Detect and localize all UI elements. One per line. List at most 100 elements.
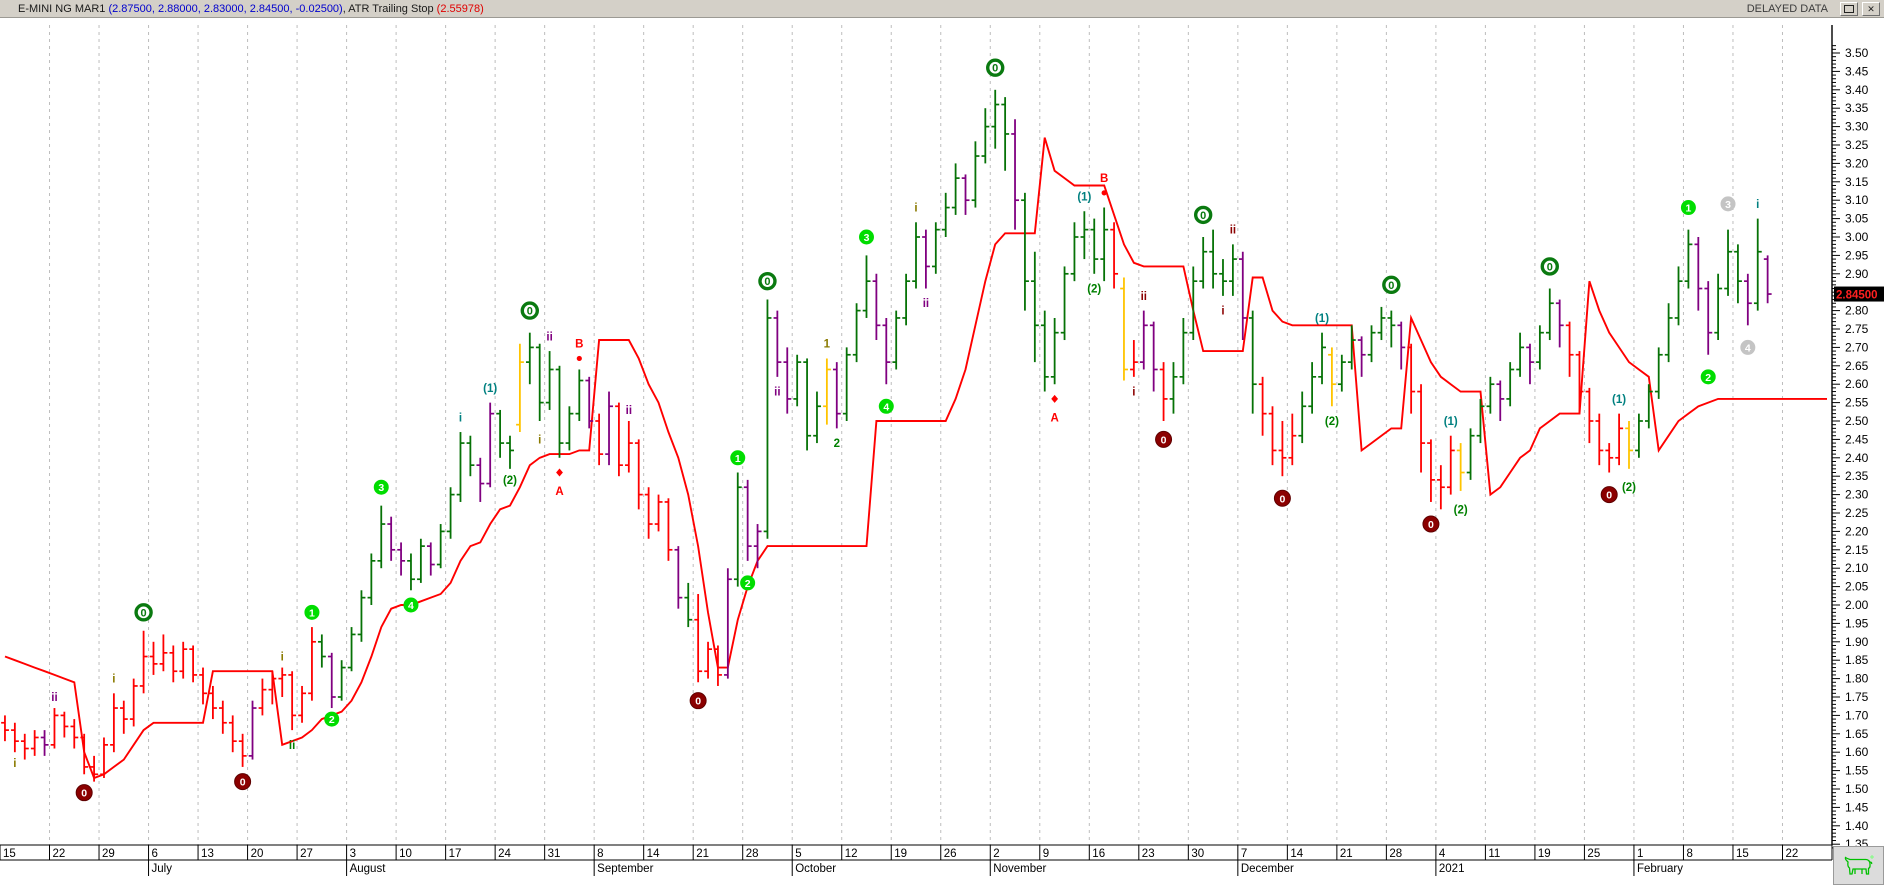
ohlc-bar xyxy=(773,310,782,377)
wave-circle-disc xyxy=(373,479,389,495)
price-label: 1.75 xyxy=(1845,690,1869,704)
ohlc-bar xyxy=(298,685,307,723)
week-label: 9 xyxy=(1043,848,1049,860)
wave-text-label: ii xyxy=(289,740,295,752)
wave-circle-text: 0 xyxy=(1547,261,1553,273)
wave-circle-text: 4 xyxy=(1745,342,1751,354)
ohlc-bar xyxy=(1347,325,1356,370)
wave-circle-green: 4 xyxy=(403,597,419,613)
ohlc-bar xyxy=(506,435,514,469)
ohlc-bar xyxy=(1704,281,1713,355)
ohlc-bar xyxy=(1258,376,1267,436)
chart-plot-area[interactable]: 15 22 29 6 13 20 27 3 10 17 24 31 8 14 21 28 5 12 19 26 2 9 16… xyxy=(0,18,1884,885)
wave-text-label: A xyxy=(1050,412,1058,424)
price-label: 2.40 xyxy=(1845,451,1869,465)
window-titlebar[interactable]: E-MINI NG MAR1 (2.87500, 2.88000, 2.8300… xyxy=(0,0,1884,18)
wave-circle-darkgreen: 0 xyxy=(134,603,153,622)
wave-circle-text: 0 xyxy=(1279,493,1285,505)
wave-circle-text: 2 xyxy=(329,714,335,726)
wave-circle-green: 2 xyxy=(324,711,340,727)
wave-circle-disc xyxy=(730,450,746,466)
close-button[interactable]: ✕ xyxy=(1862,1,1880,16)
ohlc-bar xyxy=(912,222,920,289)
ohlc-bar xyxy=(90,755,99,782)
current-price-badge: 2.84500 xyxy=(1834,286,1884,302)
wave-circle-text: 4 xyxy=(408,600,414,612)
ohlc-bar xyxy=(228,715,237,753)
ohlc-bar xyxy=(971,141,980,208)
ohlc-bar xyxy=(516,343,524,433)
price-label: 1.40 xyxy=(1845,819,1869,833)
ohlc-bar xyxy=(357,590,366,642)
ohlc-bar xyxy=(1040,310,1049,392)
dot-marker xyxy=(1101,190,1107,196)
ohlc-bar xyxy=(763,299,772,539)
restore-icon xyxy=(1844,4,1854,13)
price-label: 1.45 xyxy=(1845,800,1869,814)
week-label: 6 xyxy=(152,848,158,860)
ohlc-bar xyxy=(1357,336,1366,377)
wave-circle-text: 2 xyxy=(745,578,751,590)
ohlc-bar xyxy=(1635,413,1643,458)
ohlc-bar xyxy=(1714,273,1723,341)
wave-circle-darkgreen: 0 xyxy=(1193,205,1213,225)
ohlc-bar xyxy=(139,630,148,694)
wave-text-label: i xyxy=(281,652,284,664)
ohlc-bar xyxy=(446,487,455,539)
ohlc-bar xyxy=(1229,244,1237,296)
wave-text-label: ii xyxy=(923,298,929,310)
week-label: 31 xyxy=(548,848,561,860)
week-label: 28 xyxy=(746,848,759,860)
ohlc-bar xyxy=(892,310,901,370)
ohlc-bar xyxy=(525,332,534,385)
ohlc-bar xyxy=(704,641,713,679)
wave-circle-ring xyxy=(520,301,539,320)
ohlc-bar xyxy=(1456,443,1465,491)
ohlc-bar xyxy=(1328,347,1336,407)
chart-title: E-MINI NG MAR1 (2.87500, 2.88000, 2.8300… xyxy=(0,3,484,15)
month-label: February xyxy=(1637,863,1683,875)
ohlc-bar xyxy=(268,671,277,705)
wave-text-label: i xyxy=(13,758,16,770)
ohlc-bar xyxy=(1199,237,1208,289)
ohlc-bar xyxy=(1080,211,1089,260)
ohlc-bar xyxy=(219,700,227,734)
price-label: 1.85 xyxy=(1845,653,1869,667)
gridlines xyxy=(49,25,1783,845)
ohlc-bar xyxy=(753,524,762,569)
ohlc-bar xyxy=(1387,310,1396,348)
week-label: 14 xyxy=(1290,848,1303,860)
wave-circle-disc xyxy=(878,398,894,414)
ohlc-bar xyxy=(466,435,475,477)
ohlc-bar xyxy=(615,402,623,477)
wave-circle-gray: 3 xyxy=(1720,196,1736,212)
restore-button[interactable] xyxy=(1840,1,1858,16)
ohlc-bar xyxy=(1753,218,1762,311)
diamond-marker xyxy=(1051,394,1059,403)
wave-text-label: ii xyxy=(1230,225,1236,237)
title-indicator-label: , ATR Trailing Stop xyxy=(342,2,437,15)
wave-circle-green: 2 xyxy=(740,575,756,591)
price-label: 2.65 xyxy=(1845,359,1869,373)
wave-circle-text: 1 xyxy=(735,453,741,465)
ohlc-bar xyxy=(1446,435,1455,495)
wave-text-label: (2) xyxy=(1622,482,1636,494)
price-label: 2.55 xyxy=(1845,396,1869,410)
price-label: 2.50 xyxy=(1845,414,1869,428)
ohlc-bar xyxy=(545,351,554,410)
wave-circle-darkgreen: 0 xyxy=(758,271,777,291)
month-label: October xyxy=(795,863,836,875)
wave-text-label: B xyxy=(575,339,583,351)
ohlc-bar xyxy=(832,362,841,429)
wave-circle-green: 3 xyxy=(858,229,874,245)
wave-circle-text: 0 xyxy=(1388,280,1394,292)
wave-circle-darkred: 0 xyxy=(1600,486,1618,504)
ohlc-bar xyxy=(436,524,445,569)
week-label: 17 xyxy=(449,848,462,860)
ohlc-bar xyxy=(694,593,703,683)
ohlc-bar xyxy=(337,660,346,701)
ohlc-bar xyxy=(347,627,356,672)
wave-text-label: 2 xyxy=(834,438,840,450)
wave-text-label: A xyxy=(555,486,563,498)
wave-text-label: B xyxy=(1100,173,1108,185)
